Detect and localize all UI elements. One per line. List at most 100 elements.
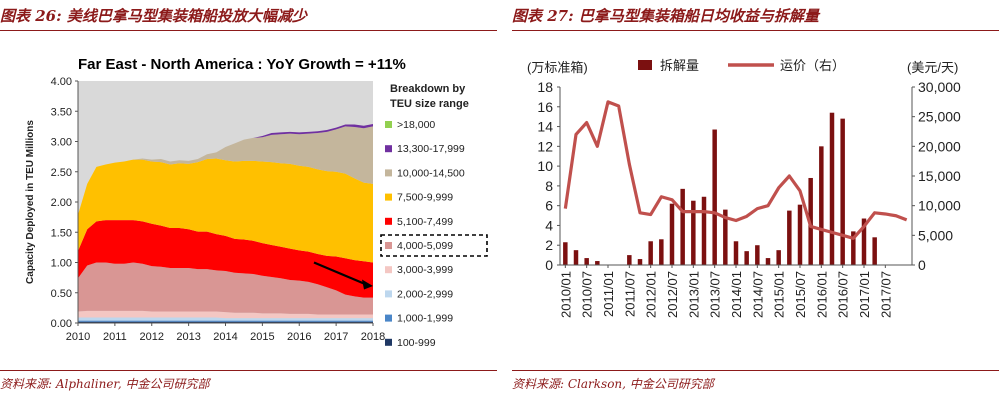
source-note: 资料来源: Alphaliner, 中金公司研究部 <box>0 377 210 391</box>
x-tick-label: 2015/01 <box>772 271 787 318</box>
y2-tick-label: 25,000 <box>918 109 961 125</box>
bar <box>797 204 803 265</box>
x-tick-label: 2014 <box>213 331 237 343</box>
legend-item: 3,000-3,999 <box>397 264 453 276</box>
bar <box>861 218 867 265</box>
x-tick-label: 2010 <box>66 331 90 343</box>
stacked-area-chart: 0.00 0.50 1.00 1.50 2.00 2.50 3.00 3.50 4.00 2010… <box>25 56 488 349</box>
x-tick-label: 2016/07 <box>836 271 851 318</box>
y2-tick-label: 30,000 <box>918 79 961 95</box>
x-tick-label: 2016/01 <box>814 271 829 318</box>
area-series <box>78 317 373 321</box>
x-tick-label: 2013/01 <box>686 271 701 318</box>
y-tick-label: 0.50 <box>51 288 72 300</box>
bar <box>851 231 856 265</box>
bar <box>723 209 728 265</box>
legend-title: TEU size range <box>390 98 469 110</box>
x-tick-label: 2017 <box>324 331 348 343</box>
bar <box>595 261 600 265</box>
bar <box>691 200 696 265</box>
bar <box>627 255 632 265</box>
legend-item: 7,500-9,999 <box>397 192 453 204</box>
bar <box>712 129 717 265</box>
left-axis-unit: (万标准箱) <box>527 60 588 75</box>
area-series <box>78 158 373 263</box>
x-tick-label: 2018 <box>361 331 385 343</box>
legend-item: 1,000-1,999 <box>397 313 453 325</box>
source-rule <box>512 370 999 371</box>
legend-item: 5,100-7,499 <box>397 216 453 228</box>
x-tick-label: 2010/01 <box>558 271 573 318</box>
legend-swatch <box>385 169 392 177</box>
y-tick-label: 16 <box>537 99 553 115</box>
x-tick-label: 2013/07 <box>708 271 723 318</box>
legend-title: Breakdown by <box>390 83 466 95</box>
y-tick-label: 2 <box>545 237 553 253</box>
bar <box>680 188 685 265</box>
legend-swatch <box>385 266 392 274</box>
legend-swatch-bar <box>638 60 652 70</box>
line-series <box>563 100 908 240</box>
area-series <box>78 310 373 319</box>
x-tick-label: 2011 <box>103 331 127 343</box>
y-tick-label: 4.00 <box>51 76 72 88</box>
bar <box>829 112 835 265</box>
y2-tick-label: 20,000 <box>918 138 961 154</box>
x-tick-label: 2017/01 <box>857 271 872 318</box>
bar <box>765 258 771 265</box>
legend-item: 10,000-14,500 <box>397 167 465 179</box>
y2-tick-label: 0 <box>918 257 926 273</box>
x-tick-label: 2012/07 <box>665 271 680 318</box>
legend-item: 运价（右） <box>780 58 845 73</box>
bar <box>776 250 781 265</box>
bar <box>733 241 739 265</box>
y-tick-label: 6 <box>545 198 553 214</box>
y-tick-label: 10 <box>537 158 553 174</box>
legend-swatch <box>385 338 392 346</box>
y-tick-label: 4 <box>545 217 553 233</box>
x-tick-label: 2010/07 <box>580 271 595 318</box>
legend-highlight-box <box>380 234 488 257</box>
y2-tick-label: 10,000 <box>918 198 961 214</box>
bar <box>872 237 877 265</box>
bar <box>563 242 568 265</box>
y-tick-label: 3.50 <box>51 106 72 118</box>
legend-swatch <box>385 242 392 249</box>
trend-arrow-line <box>313 261 366 286</box>
x-tick-label: 2014/01 <box>729 271 744 318</box>
y-tick-label: 0.00 <box>51 318 72 330</box>
y2-tick-label: 5,000 <box>918 227 953 243</box>
bar <box>648 241 653 265</box>
legend-item: 100-999 <box>397 337 436 349</box>
legend-item: 4,000-5,099 <box>397 240 453 252</box>
y-tick-label: 2.50 <box>51 167 72 179</box>
y-tick-label: 3.00 <box>51 137 72 149</box>
figure-title: 图表 26: 美线巴拿马型集装箱船投放大幅减少 <box>0 7 307 25</box>
x-tick-label: 2014/07 <box>750 271 765 318</box>
x-tick-label: 2012 <box>140 331 164 343</box>
legend-item: 2,000-2,999 <box>397 288 453 300</box>
bar <box>755 245 760 265</box>
trend-arrow-head <box>362 279 373 290</box>
y-axis-title: Capacity Deployed in TEU Millions <box>25 120 36 284</box>
y-tick-label: 1.00 <box>51 258 72 270</box>
right-axis-unit: (美元/天) <box>907 60 958 75</box>
y-tick-label: 8 <box>545 178 553 194</box>
source-rule <box>0 370 497 371</box>
bar <box>573 250 579 265</box>
title-rule <box>512 30 999 31</box>
legend-swatch <box>385 290 392 298</box>
figure-26-panel: 图表 26: 美线巴拿马型集装箱船投放大幅减少 0.00 0.50 1.00 1.50… <box>0 0 497 401</box>
x-tick-label: 2011/07 <box>622 271 637 317</box>
figure-27-panel: 图表 27: 巴拿马型集装箱船日均收益与拆解量 0 2 4 6 8 10 12 14 16 18 0… <box>512 0 999 401</box>
legend-swatch <box>385 314 392 322</box>
chart-title: Far East - North America : YoY Growth = … <box>78 56 406 73</box>
bar <box>637 259 643 265</box>
bar <box>744 251 749 265</box>
legend-swatch <box>385 145 392 153</box>
bar <box>787 210 792 265</box>
bar <box>840 118 845 266</box>
x-tick-label: 2015 <box>250 331 274 343</box>
x-tick-label: 2013 <box>176 331 200 343</box>
legend-item: >18,000 <box>397 119 435 131</box>
